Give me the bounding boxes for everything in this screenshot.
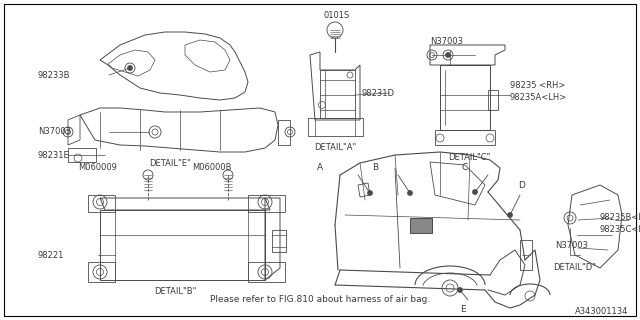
Text: 98221: 98221 (38, 251, 65, 260)
Bar (488, 90, 498, 110)
Circle shape (472, 189, 477, 195)
Circle shape (408, 190, 413, 196)
Text: DETAIL"E": DETAIL"E" (149, 158, 191, 167)
Text: C: C (462, 164, 468, 172)
Text: M060009: M060009 (78, 164, 117, 172)
Text: D: D (518, 180, 525, 189)
Text: B: B (372, 164, 378, 172)
Bar (68, 148, 96, 162)
Text: DETAIL"B": DETAIL"B" (154, 287, 196, 297)
Text: E: E (460, 306, 466, 315)
Text: 98231E: 98231E (38, 150, 70, 159)
Text: 98235 <RH>: 98235 <RH> (510, 81, 565, 90)
Text: 98235B<RH>: 98235B<RH> (600, 213, 640, 222)
Bar (308, 118, 363, 136)
Circle shape (367, 190, 372, 196)
Bar (410, 218, 432, 233)
Text: DETAIL"C": DETAIL"C" (448, 154, 490, 163)
Text: N37003: N37003 (38, 127, 71, 137)
Bar (320, 70, 355, 118)
Circle shape (127, 66, 132, 70)
Text: A343001134: A343001134 (575, 308, 628, 316)
Bar (440, 65, 490, 130)
Text: N37003: N37003 (555, 241, 588, 250)
Bar (272, 230, 286, 252)
Text: A: A (317, 164, 323, 172)
Text: 98235C<LH>: 98235C<LH> (600, 226, 640, 235)
Text: 0101S: 0101S (324, 11, 350, 20)
Text: 98233B: 98233B (38, 70, 70, 79)
Bar (520, 240, 532, 270)
Text: M06000B: M06000B (192, 164, 232, 172)
Circle shape (458, 287, 463, 292)
Text: DETAIL"A": DETAIL"A" (314, 143, 356, 153)
Circle shape (445, 52, 451, 58)
Text: DETAIL"D": DETAIL"D" (554, 263, 596, 273)
Text: 98231D: 98231D (362, 89, 395, 98)
Circle shape (508, 212, 513, 218)
Text: Please refer to FIG.810 about harness of air bag.: Please refer to FIG.810 about harness of… (210, 295, 430, 305)
Text: N37003: N37003 (430, 37, 463, 46)
Text: 98235A<LH>: 98235A<LH> (510, 93, 567, 102)
